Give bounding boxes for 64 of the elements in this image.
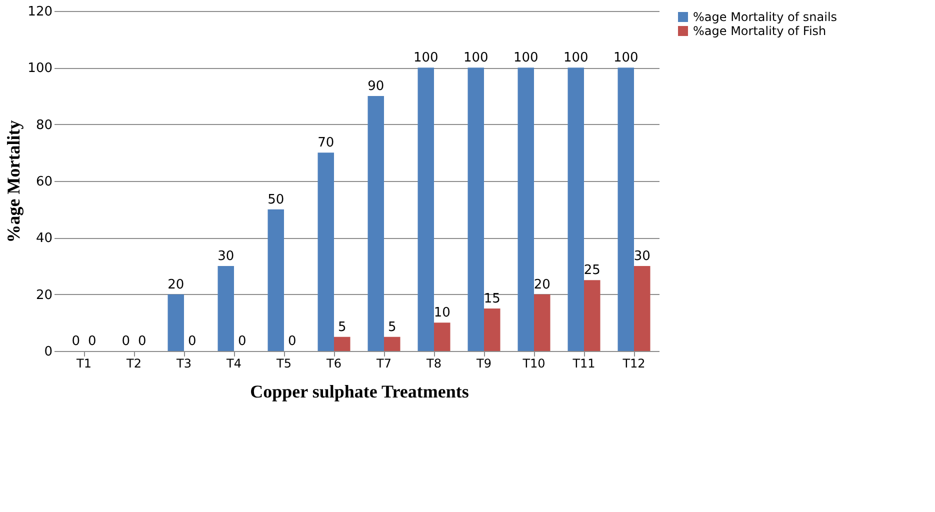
data-label: 15 bbox=[484, 292, 500, 306]
legend-label: %age Mortality of snails bbox=[693, 10, 838, 24]
x-tick-label: T7 bbox=[376, 356, 392, 370]
data-label: 10 bbox=[434, 306, 450, 321]
bar bbox=[518, 68, 534, 351]
data-label: 30 bbox=[634, 249, 650, 264]
data-label: 100 bbox=[413, 50, 438, 66]
y-axis-title: %age Mortality bbox=[4, 120, 24, 243]
x-tick-label: T4 bbox=[226, 356, 242, 370]
bar bbox=[484, 308, 500, 351]
data-label: 90 bbox=[368, 79, 384, 94]
data-label: 25 bbox=[584, 263, 600, 278]
data-label: 0 bbox=[138, 334, 146, 349]
x-tick-label: T6 bbox=[326, 356, 342, 370]
data-label: 20 bbox=[534, 277, 550, 292]
x-tick-label: T11 bbox=[572, 356, 596, 370]
y-tick-label: 80 bbox=[36, 118, 52, 133]
data-label: 30 bbox=[218, 249, 234, 264]
y-tick-label: 120 bbox=[28, 4, 52, 20]
bar bbox=[334, 336, 350, 351]
data-label: 0 bbox=[288, 334, 296, 349]
bar bbox=[218, 266, 234, 351]
y-tick-label: 20 bbox=[36, 288, 52, 303]
bar bbox=[434, 322, 450, 351]
x-tick-label: T5 bbox=[276, 356, 292, 370]
data-label: 20 bbox=[168, 277, 184, 292]
x-tick-label: T2 bbox=[126, 356, 142, 370]
y-tick-label: 60 bbox=[36, 174, 52, 190]
bar bbox=[418, 68, 434, 351]
data-label: 5 bbox=[338, 320, 346, 335]
bar bbox=[534, 294, 550, 351]
bar bbox=[568, 68, 584, 351]
x-tick-label: T1 bbox=[76, 356, 92, 370]
bar bbox=[168, 294, 184, 351]
legend-label: %age Mortality of Fish bbox=[693, 24, 826, 38]
bar bbox=[584, 280, 600, 351]
data-label: 100 bbox=[563, 50, 588, 66]
x-axis-title: Copper sulphate Treatments bbox=[250, 382, 469, 402]
bar bbox=[318, 152, 334, 351]
x-tick-label: T10 bbox=[522, 356, 546, 370]
x-tick-label: T8 bbox=[426, 356, 442, 370]
data-label: 100 bbox=[463, 50, 488, 66]
data-label: 100 bbox=[513, 50, 538, 66]
data-label: 0 bbox=[188, 334, 196, 349]
bar bbox=[368, 96, 384, 351]
x-tick-label: T12 bbox=[622, 356, 646, 370]
data-label: 100 bbox=[613, 50, 638, 66]
data-label: 0 bbox=[72, 334, 80, 349]
data-label: 0 bbox=[88, 334, 96, 349]
bar bbox=[384, 336, 400, 351]
data-label: 0 bbox=[122, 334, 130, 349]
data-label: 50 bbox=[268, 192, 284, 208]
bar bbox=[268, 209, 284, 351]
y-tick-label: 0 bbox=[44, 344, 52, 360]
data-label: 0 bbox=[238, 334, 246, 349]
y-tick-label: 40 bbox=[36, 231, 52, 246]
data-label: 5 bbox=[388, 320, 396, 335]
bar bbox=[618, 68, 634, 351]
x-tick-label: T3 bbox=[176, 356, 192, 370]
y-tick-label: 100 bbox=[28, 61, 52, 76]
data-label: 70 bbox=[318, 136, 334, 151]
bar bbox=[634, 266, 650, 351]
x-tick-label: T9 bbox=[476, 356, 492, 370]
bar bbox=[468, 68, 484, 351]
